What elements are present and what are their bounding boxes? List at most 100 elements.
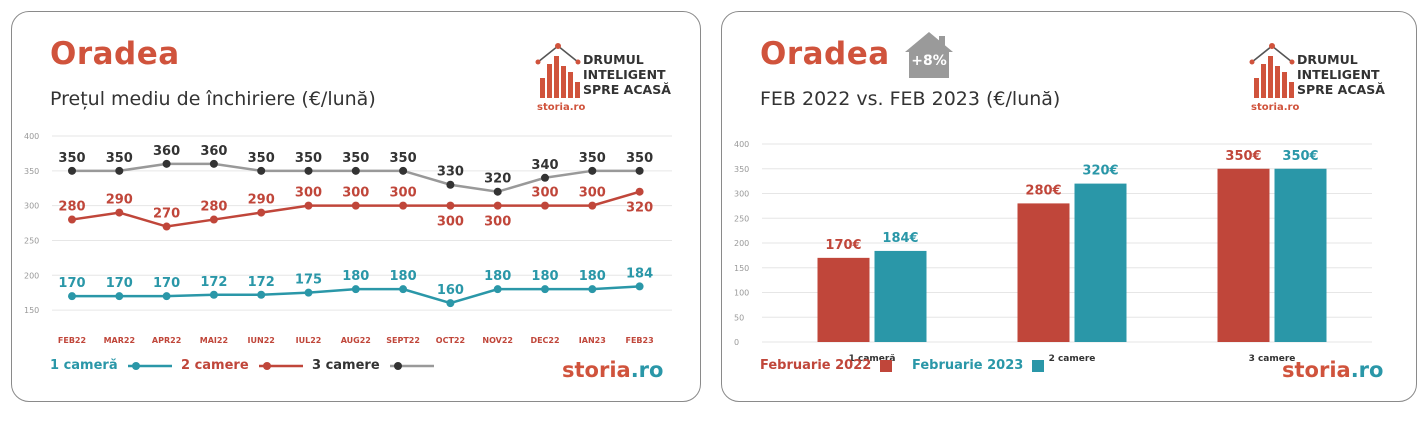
data-label: 300: [579, 186, 606, 201]
data-point: [399, 166, 408, 175]
y-tick-label: 350: [734, 165, 749, 174]
data-label: 320: [626, 201, 653, 216]
legend-swatch: [1031, 359, 1044, 372]
data-label: 320: [484, 172, 511, 187]
data-point: [446, 201, 455, 210]
data-label: 175: [295, 273, 322, 288]
data-label: 350: [295, 151, 322, 166]
data-point: [351, 201, 360, 210]
data-point: [446, 180, 455, 189]
data-point: [493, 285, 502, 294]
legend-item-2-camere: 2 camere: [181, 358, 304, 373]
data-label: 280: [200, 200, 227, 215]
data-label: 350: [106, 151, 133, 166]
data-point: [635, 187, 644, 196]
data-point: [588, 166, 597, 175]
data-point: [162, 159, 171, 168]
data-label: 300: [437, 215, 464, 230]
storia-logo: DRUMUL INTELIGENT SPRE ACASĂ storia.ro: [1248, 42, 1398, 118]
x-tick-label: 3 camere: [1249, 354, 1296, 364]
legend-line-icon: [390, 361, 435, 370]
legend-item-feb-2022: Februarie 2022: [760, 358, 892, 373]
legend-item-feb-2023: Februarie 2023: [912, 358, 1044, 373]
bar: [1274, 168, 1327, 342]
house-bars-icon: [535, 43, 581, 98]
data-point: [588, 201, 597, 210]
data-point: [115, 208, 124, 217]
data-point: [351, 166, 360, 175]
y-tick-label: 300: [734, 190, 749, 199]
bar: [817, 257, 870, 342]
y-tick-label: 200: [734, 239, 749, 248]
legend-item-1-camera: 1 cameră: [50, 358, 173, 373]
line-chart: 150 200 250 300 350 400 FEB22 MAR22 APR22 MAI22 IU…: [24, 132, 672, 345]
data-point: [588, 285, 597, 294]
line-chart-card: Oradea Prețul mediu de închiriere (€/lun…: [11, 11, 701, 402]
data-point: [68, 215, 76, 224]
data-label: 280€: [1025, 183, 1061, 198]
chart-subtitle: Prețul mediu de închiriere (€/lună): [50, 88, 376, 110]
data-point: [115, 166, 124, 175]
data-label: 184€: [882, 231, 918, 246]
bar: [1074, 183, 1127, 342]
data-label: 184: [626, 266, 653, 281]
x-tick-label: AUG22: [341, 336, 371, 345]
legend-line-icon: [128, 361, 173, 370]
legend-swatch: [879, 359, 892, 372]
data-label: 180: [390, 269, 417, 284]
bar-chart-card: Oradea +8% FEB 2022 vs. FEB 2023 (€/lună…: [721, 11, 1417, 402]
data-point: [399, 285, 408, 294]
data-point: [304, 288, 313, 297]
data-point: [209, 215, 218, 224]
x-tick-label: MAI22: [200, 336, 228, 345]
data-point: [493, 201, 502, 210]
data-point: [541, 173, 549, 182]
y-tick-label: 100: [734, 289, 749, 298]
y-tick-label: 400: [734, 140, 749, 149]
data-label: 360: [153, 144, 180, 159]
data-label: 170: [153, 276, 180, 291]
data-label: 172: [248, 275, 275, 290]
x-tick-label: FEB22: [58, 336, 86, 345]
data-label: 350: [342, 151, 369, 166]
data-point: [115, 292, 124, 301]
data-label: 160: [437, 283, 464, 298]
y-tick-label: 200: [24, 271, 39, 280]
data-label: 300: [390, 186, 417, 201]
data-label: 172: [200, 275, 227, 290]
data-point: [68, 166, 76, 175]
logo-tagline: DRUMUL INTELIGENT SPRE ACASĂ: [583, 52, 671, 97]
data-label: 350: [248, 151, 275, 166]
legend-line-icon: [259, 361, 304, 370]
data-point: [162, 292, 171, 301]
data-point: [304, 201, 313, 210]
y-tick-label: 250: [24, 236, 39, 245]
x-tick-label: 2 camere: [1049, 354, 1096, 364]
data-label: 300: [531, 186, 558, 201]
increase-badge: +8%: [903, 30, 955, 80]
data-label: 180: [342, 269, 369, 284]
data-label: 170: [58, 276, 85, 291]
bar: [1017, 203, 1070, 342]
data-point: [209, 159, 218, 168]
x-tick-label: IUN22: [248, 336, 275, 345]
house-icon: [905, 32, 953, 78]
logo-brand-small: storia.ro: [537, 102, 586, 113]
footer-brand-logo: storia.ro: [562, 358, 664, 382]
x-tick-label: IAN23: [579, 336, 606, 345]
data-point: [446, 299, 455, 308]
data-point: [399, 201, 408, 210]
y-tick-label: 0: [734, 338, 739, 347]
storia-logo: DRUMUL INTELIGENT SPRE ACASĂ storia.ro: [534, 42, 684, 118]
city-title: Oradea: [50, 36, 180, 72]
logo-brand-small: storia.ro: [1251, 102, 1300, 113]
data-point: [541, 285, 549, 294]
data-label: 300: [484, 215, 511, 230]
logo-tagline: DRUMUL INTELIGENT SPRE ACASĂ: [1297, 52, 1385, 97]
data-point: [257, 166, 266, 175]
data-point: [493, 187, 502, 196]
y-tick-label: 400: [24, 132, 39, 141]
y-tick-label: 350: [24, 167, 39, 176]
data-point: [257, 208, 266, 217]
data-label: 350€: [1282, 149, 1318, 164]
